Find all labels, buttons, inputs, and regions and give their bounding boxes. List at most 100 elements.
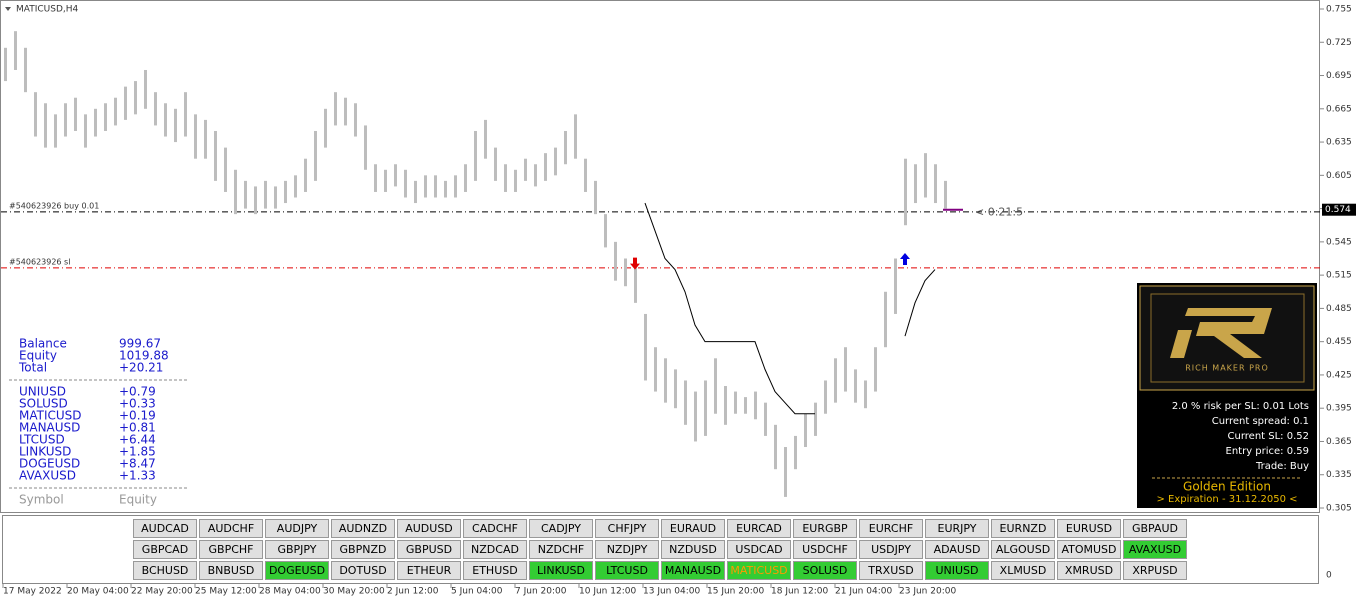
y-tick-label: 0.725 [1326, 38, 1352, 48]
symbol-button[interactable]: XLMUSD [991, 561, 1055, 580]
candle [554, 147, 557, 176]
candle [114, 97, 117, 126]
symbol-button[interactable]: EURGBP [793, 519, 857, 538]
price-box [1322, 203, 1356, 216]
candle [844, 347, 847, 392]
candle [374, 164, 377, 192]
candle [614, 241, 617, 281]
symbol-button[interactable]: LINKUSD [529, 561, 593, 580]
symbol-button[interactable]: XRPUSD [1123, 561, 1187, 580]
symbol-button[interactable]: GBPCAD [133, 540, 197, 559]
symbol-button[interactable]: EURJPY [925, 519, 989, 538]
symbol-button[interactable]: AUDUSD [397, 519, 461, 538]
candle [884, 291, 887, 348]
symbol-button[interactable]: AVAXUSD [1123, 540, 1187, 559]
symbol-button[interactable]: AUDJPY [265, 519, 329, 538]
candle [234, 169, 237, 215]
chart-title: MATICUSD,H4 [16, 5, 79, 15]
symbol-button[interactable]: NZDUSD [661, 540, 725, 559]
symbol-button[interactable]: DOTUSD [331, 561, 395, 580]
candle [534, 164, 537, 187]
candle [644, 313, 647, 381]
candle [704, 380, 707, 436]
symbol-button[interactable]: XMRUSD [1057, 561, 1121, 580]
candle [794, 435, 797, 470]
symbol-button[interactable]: BCHUSD [133, 561, 197, 580]
symbol-button[interactable]: CHFJPY [595, 519, 659, 538]
symbol-button[interactable]: EURNZD [991, 519, 1055, 538]
symbol-button[interactable]: UNIUSD [925, 561, 989, 580]
symbol-button[interactable]: DOGEUSD [265, 561, 329, 580]
symbol-button[interactable]: GBPCHF [199, 540, 263, 559]
symbol-button[interactable]: EURCHF [859, 519, 923, 538]
x-tick-label: 18 Jun 12:00 [771, 587, 828, 597]
symbol-button[interactable]: BNBUSD [199, 561, 263, 580]
x-tick-label: 2 Jun 12:00 [387, 587, 439, 597]
edition: Golden Edition [1183, 480, 1271, 494]
symbol-button[interactable]: ETHUSD [463, 561, 527, 580]
candle [764, 402, 767, 436]
candle [594, 180, 597, 215]
x-tick-label: 20 May 04:00 [67, 587, 129, 597]
candle [804, 413, 807, 448]
symbol-button[interactable]: AUDCHF [199, 519, 263, 538]
x-tick-label: 13 Jun 04:00 [643, 587, 700, 597]
symbol-button[interactable]: LTCUSD [595, 561, 659, 580]
symbol-equity: +1.85 [119, 445, 156, 459]
symbol-button[interactable]: USDCHF [793, 540, 857, 559]
symbol-button[interactable]: GBPJPY [265, 540, 329, 559]
y-tick-label: 0.515 [1326, 271, 1352, 281]
symbol-button[interactable]: ATOMUSD [1057, 540, 1121, 559]
candle [424, 175, 427, 198]
symbol-button[interactable]: GBPNZD [331, 540, 395, 559]
symbol-label: MATICUSD [19, 409, 82, 423]
symbol-button[interactable]: EURCAD [727, 519, 791, 538]
candle [44, 103, 47, 148]
summary-value: 1019.88 [119, 349, 169, 363]
symbol-button[interactable]: ETHEUR [397, 561, 461, 580]
y-tick-label: 0.335 [1326, 470, 1352, 480]
symbol-button[interactable]: MANAUSD [661, 561, 725, 580]
symbol-equity: +8.47 [119, 457, 156, 471]
candle [64, 103, 67, 137]
candle [774, 424, 777, 470]
plot-frame [0, 0, 1320, 513]
symbol-button[interactable]: MATICUSD [727, 561, 791, 580]
symbol-button[interactable]: GBPUSD [397, 540, 461, 559]
candle [134, 81, 137, 115]
x-tick-label: 10 Jun 12:00 [579, 587, 636, 597]
candle [384, 169, 387, 192]
symbol-button[interactable]: CADCHF [463, 519, 527, 538]
symbol-button[interactable]: GBPAUD [1123, 519, 1187, 538]
menu-triangle [5, 7, 11, 11]
symbol-button[interactable]: SOLUSD [793, 561, 857, 580]
symbol-button[interactable]: USDCAD [727, 540, 791, 559]
candle [854, 369, 857, 403]
candle [244, 180, 247, 209]
symbol-label: LTCUSD [19, 433, 65, 447]
candle [874, 347, 877, 392]
symbol-button[interactable]: TRXUSD [859, 561, 923, 580]
candle [254, 186, 257, 215]
symbol-button[interactable]: EURAUD [661, 519, 725, 538]
symbol-button[interactable]: NZDCAD [463, 540, 527, 559]
symbol-button[interactable]: NZDCHF [529, 540, 593, 559]
trail-line [644, 202, 815, 415]
candle [714, 358, 717, 414]
symbol-button[interactable]: USDJPY [859, 540, 923, 559]
symbol-label: AVAXUSD [19, 469, 76, 483]
x-tick-label: 22 May 20:00 [131, 587, 193, 597]
x-tick-label: 15 Jun 20:00 [707, 587, 764, 597]
symbol-button[interactable]: EURUSD [1057, 519, 1121, 538]
candle [444, 180, 447, 198]
symbol-button[interactable]: AUDCAD [133, 519, 197, 538]
symbol-button[interactable]: ADAUSD [925, 540, 989, 559]
symbol-button[interactable]: NZDJPY [595, 540, 659, 559]
symbol-button[interactable]: CADJPY [529, 519, 593, 538]
symbol-equity: +0.79 [119, 385, 156, 399]
candle [574, 114, 577, 159]
symbol-button[interactable]: AUDNZD [331, 519, 395, 538]
symbol-button[interactable]: ALGOUSD [991, 540, 1055, 559]
x-tick-label: 30 May 20:00 [323, 587, 385, 597]
